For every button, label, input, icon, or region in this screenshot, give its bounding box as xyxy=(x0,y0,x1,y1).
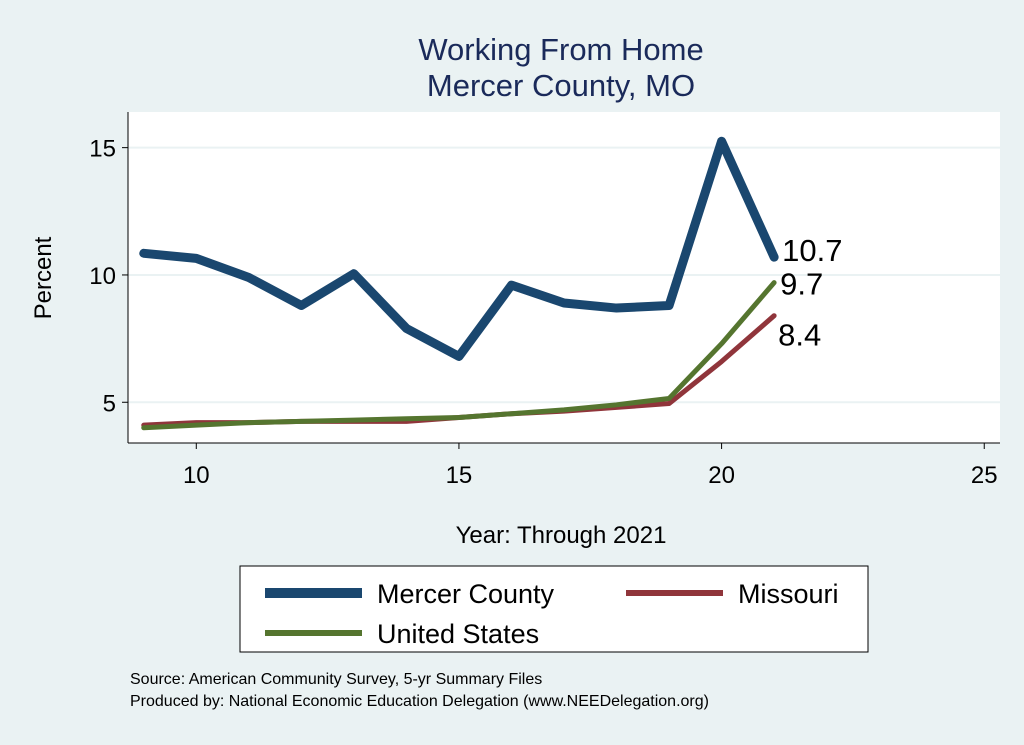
legend-label: Mercer County xyxy=(377,579,555,609)
y-axis-label: Percent xyxy=(30,236,57,319)
series-line-mercer-county xyxy=(139,136,779,361)
end-label-united-states: 9.7 xyxy=(780,267,823,302)
series-line-united-states xyxy=(141,280,777,431)
x-tick-label: 10 xyxy=(183,462,210,489)
chart-subtitle: Mercer County, MO xyxy=(427,68,695,103)
legend-box xyxy=(239,565,869,653)
x-tick-label: 15 xyxy=(446,462,473,489)
y-tick-label: 5 xyxy=(103,390,116,417)
y-tick-label: 15 xyxy=(89,136,116,163)
legend-label: Missouri xyxy=(738,579,839,609)
end-label-missouri: 8.4 xyxy=(778,318,821,353)
x-tick-label: 20 xyxy=(708,462,735,489)
x-axis-label: Year: Through 2021 xyxy=(456,522,667,549)
end-label-mercer-county: 10.7 xyxy=(782,233,842,268)
legend-label: United States xyxy=(377,619,539,649)
plot-area xyxy=(128,112,1000,443)
producer-note: Produced by: National Economic Education… xyxy=(130,693,709,710)
chart-title: Working From Home xyxy=(418,32,703,67)
x-tick-label: 25 xyxy=(971,462,998,489)
y-tick-label: 10 xyxy=(89,263,116,290)
source-note: Source: American Community Survey, 5-yr … xyxy=(130,671,542,688)
